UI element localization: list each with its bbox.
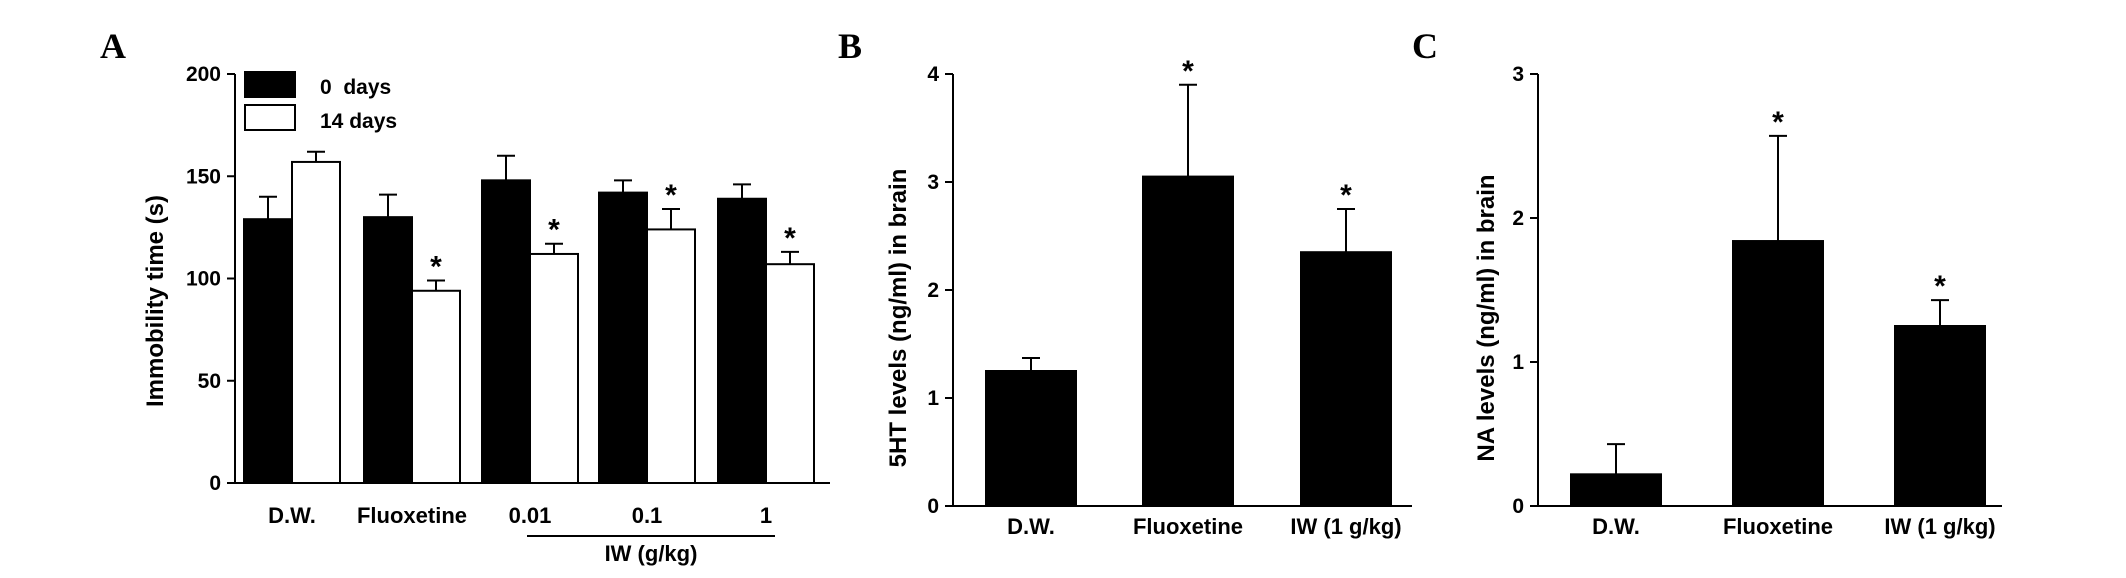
bar-14-days-0-01 <box>529 252 579 484</box>
panel-c-y-tick-label: 0 <box>1512 495 1524 518</box>
bar-14-days-1 <box>765 263 815 484</box>
panel-c-significance-star-fluoxetine: * <box>1772 106 1784 139</box>
panel-c-x-tick-label-fluoxetine: Fluoxetine <box>1723 514 1833 539</box>
panel-c-plot-area: 0 1 2 3 D.W. Fluoxetine * IW (1 g/kg) * <box>1512 63 2002 539</box>
panel-c-y-axis-label: NA levels (ng/ml) in brain <box>1473 174 1500 461</box>
panel-c-chart: C NA levels (ng/ml) in brain 0 1 2 3 D.W. Flu… <box>1412 26 2002 539</box>
bar-14-days-d-w <box>291 160 341 484</box>
panel-a-x-tick-label-d-w: D.W. <box>268 503 316 528</box>
panel-a-x-tick-label-0-1: 0.1 <box>632 503 663 528</box>
panel-a-y-axis-label: Immobility time (s) <box>142 195 169 407</box>
bar-0-days-1 <box>717 197 767 484</box>
panel-a-letter: A <box>100 26 126 66</box>
panel-b-y-tick-label: 3 <box>927 171 939 194</box>
panel-b-significance-star-fluoxetine: * <box>1182 55 1194 88</box>
legend-label-0-days: 0 days <box>320 76 391 99</box>
panel-b-y-tick-label: 1 <box>927 387 939 410</box>
panel-c-y-tick-label: 3 <box>1512 63 1524 86</box>
panel-a-y-tick-label: 100 <box>186 268 221 291</box>
panel-b-bar-fluoxetine <box>1142 175 1234 507</box>
significance-star-14-days-0-1: * <box>665 179 677 212</box>
panel-b-y-tick-label: 0 <box>927 495 939 518</box>
panel-a-x-tick-label-0-01: 0.01 <box>509 503 552 528</box>
panel-c-y-tick-label: 1 <box>1512 351 1524 374</box>
panel-a-y-tick-label: 0 <box>209 472 221 495</box>
panel-a-y-tick-label: 50 <box>198 370 221 393</box>
panel-a-y-tick-label: 150 <box>186 165 221 188</box>
panel-b-significance-star-iw-1-g-kg: * <box>1340 179 1352 212</box>
bar-0-days-0-01 <box>481 179 531 484</box>
panel-b-letter: B <box>838 26 862 66</box>
panel-b-x-tick-label-fluoxetine: Fluoxetine <box>1133 514 1243 539</box>
panel-c-bar-iw-1-g-kg <box>1894 325 1986 507</box>
panel-a-legend: 0 days 14 days <box>244 71 397 133</box>
legend-swatch-14-days <box>244 104 296 131</box>
panel-b-y-tick-label: 4 <box>927 63 939 86</box>
panel-c-significance-star-iw-1-g-kg: * <box>1934 270 1946 303</box>
significance-star-14-days-1: * <box>784 222 796 255</box>
panel-c-x-tick-label-d-w: D.W. <box>1592 514 1640 539</box>
panel-b-chart: B 5HT levels (ng/ml) in brain 0 1 2 3 4 D.W. F… <box>838 26 1412 539</box>
panel-c-letter: C <box>1412 26 1438 66</box>
panel-a-group-label: IW (g/kg) <box>605 541 698 566</box>
significance-star-14-days-0-01: * <box>548 214 560 247</box>
panel-b-x-tick-label-iw-1-g-kg: IW (1 g/kg) <box>1290 514 1401 539</box>
panel-b-bar-iw-1-g-kg <box>1300 251 1392 507</box>
panel-c-bar-d-w <box>1570 473 1662 508</box>
bar-0-days-0-1 <box>598 191 648 485</box>
legend-swatch-0-days <box>244 71 296 98</box>
bar-14-days-0-1 <box>646 228 696 484</box>
bar-0-days-d-w <box>243 218 293 484</box>
legend-label-14-days: 14 days <box>320 110 397 133</box>
panel-b-y-axis-label: 5HT levels (ng/ml) in brain <box>885 169 912 468</box>
panel-a-y-tick-label: 200 <box>186 63 221 86</box>
panel-c-x-tick-label-iw-1-g-kg: IW (1 g/kg) <box>1884 514 1995 539</box>
panel-a-x-tick-label-1: 1 <box>760 503 772 528</box>
panel-c-bar-fluoxetine <box>1732 240 1824 507</box>
panel-a-chart: A Immobility time (s) 0 50 100 150 200 D.W. Fl… <box>100 26 830 566</box>
panel-b-plot-area: 0 1 2 3 4 D.W. Fluoxetine * IW (1 g/kg) * <box>927 55 1412 539</box>
panel-b-bar-d-w <box>985 370 1077 507</box>
bar-0-days-fluoxetine <box>363 216 413 484</box>
panel-b-y-tick-label: 2 <box>927 279 939 302</box>
panel-c-y-tick-label: 2 <box>1512 207 1524 230</box>
panel-b-x-tick-label-d-w: D.W. <box>1007 514 1055 539</box>
bar-14-days-fluoxetine <box>411 289 461 484</box>
panel-a-plot-area: 0 50 100 150 200 D.W. Fluoxetine * 0.01 * 0.1 * 1 * <box>186 63 830 528</box>
significance-star-14-days-fluoxetine: * <box>430 251 442 284</box>
panel-a-x-tick-label-fluoxetine: Fluoxetine <box>357 503 467 528</box>
